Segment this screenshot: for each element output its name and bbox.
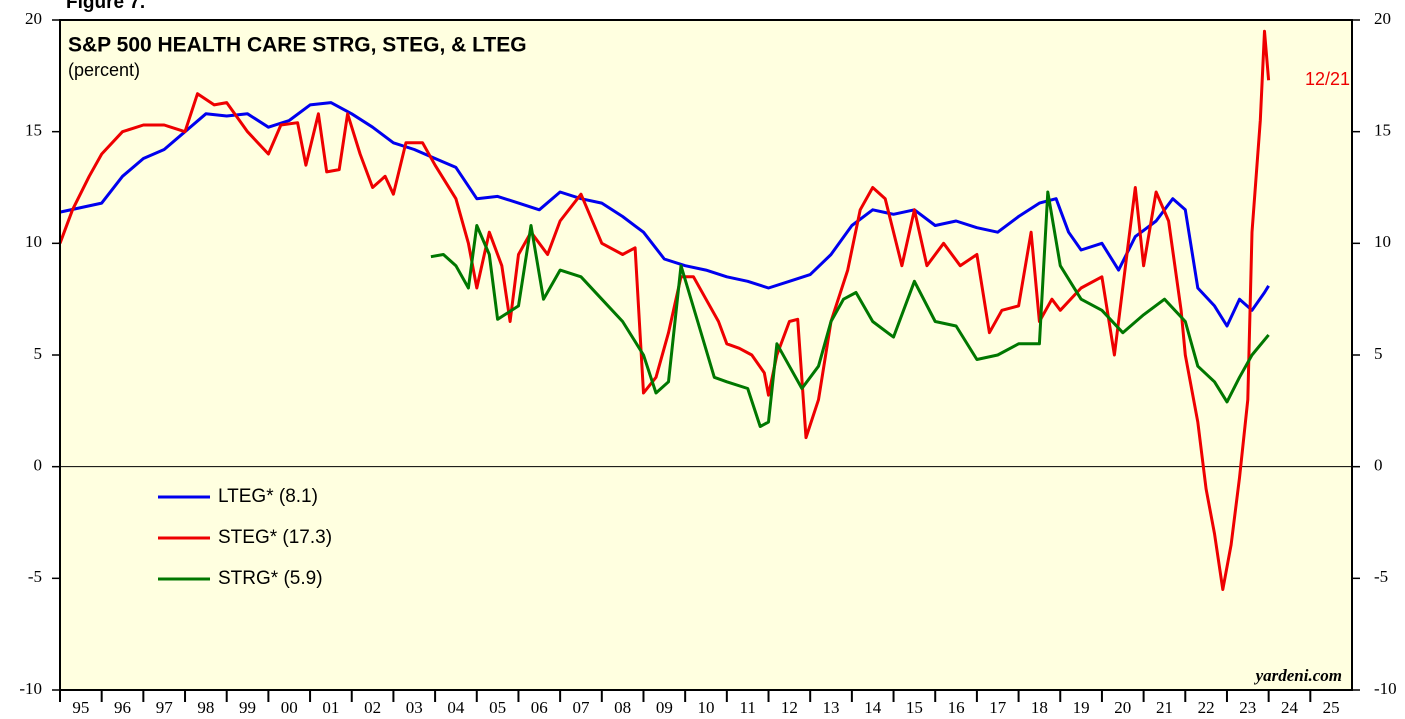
chart-title: S&P 500 HEALTH CARE STRG, STEG, & LTEG xyxy=(68,34,527,57)
x-tick-label: 19 xyxy=(1073,698,1090,717)
x-tick-label: 05 xyxy=(489,698,506,717)
annotation: 12/21 xyxy=(1305,69,1350,89)
plot-area xyxy=(60,20,1352,690)
y-tick-label: 5 xyxy=(34,344,43,363)
y2-tick-label: 5 xyxy=(1374,344,1383,363)
x-tick-label: 09 xyxy=(656,698,673,717)
y2-tick-label: 0 xyxy=(1374,456,1383,475)
x-tick-label: 06 xyxy=(531,698,548,717)
y2-tick-label: -5 xyxy=(1374,567,1388,586)
y-tick-label: -5 xyxy=(28,567,42,586)
data-line xyxy=(59,101,1270,328)
x-tick-label: 10 xyxy=(698,698,715,717)
y2-tick-label: -10 xyxy=(1374,679,1397,698)
x-tick-label: 97 xyxy=(156,698,174,717)
x-tick-label: 24 xyxy=(1281,698,1299,717)
x-tick-label: 23 xyxy=(1239,698,1256,717)
y-tick-label: -10 xyxy=(19,679,42,698)
legend-label: STEG* (17.3) xyxy=(218,527,332,548)
x-tick-label: 95 xyxy=(72,698,89,717)
x-tick-label: 17 xyxy=(989,698,1007,717)
x-tick-label: 12 xyxy=(781,698,798,717)
x-tick-label: 20 xyxy=(1114,698,1131,717)
x-tick-label: 00 xyxy=(281,698,298,717)
x-tick-label: 02 xyxy=(364,698,381,717)
y2-tick-label: 20 xyxy=(1374,9,1391,28)
y2-tick-label: 10 xyxy=(1374,232,1391,251)
data-line xyxy=(58,29,1271,591)
y-tick-label: 10 xyxy=(25,232,42,251)
x-tick-label: 15 xyxy=(906,698,923,717)
x-tick-label: 13 xyxy=(823,698,840,717)
x-tick-label: 11 xyxy=(739,698,755,717)
legend-label: LTEG* (8.1) xyxy=(218,486,318,507)
y-tick-label: 20 xyxy=(25,9,42,28)
source: yardeni.com xyxy=(1254,666,1342,685)
x-tick-label: 16 xyxy=(948,698,965,717)
y2-tick-label: 15 xyxy=(1374,121,1391,140)
figure-label: Figure 7. xyxy=(66,0,145,13)
x-tick-label: 21 xyxy=(1156,698,1173,717)
x-tick-label: 96 xyxy=(114,698,131,717)
x-tick-label: 99 xyxy=(239,698,256,717)
x-tick-label: 04 xyxy=(447,698,465,717)
marks xyxy=(58,29,1352,591)
data-line xyxy=(430,190,1270,428)
legend-label: STRG* (5.9) xyxy=(218,568,323,589)
y-tick-label: 0 xyxy=(34,456,43,475)
x-tick-label: 98 xyxy=(197,698,214,717)
x-tick-label: 03 xyxy=(406,698,423,717)
x-tick-label: 08 xyxy=(614,698,631,717)
x-tick-label: 07 xyxy=(572,698,590,717)
x-tick-label: 14 xyxy=(864,698,882,717)
x-tick-label: 18 xyxy=(1031,698,1048,717)
chart-subtitle: (percent) xyxy=(68,60,140,80)
y-tick-label: 15 xyxy=(25,121,42,140)
x-tick-label: 22 xyxy=(1198,698,1215,717)
x-tick-label: 25 xyxy=(1323,698,1340,717)
x-tick-label: 01 xyxy=(322,698,339,717)
